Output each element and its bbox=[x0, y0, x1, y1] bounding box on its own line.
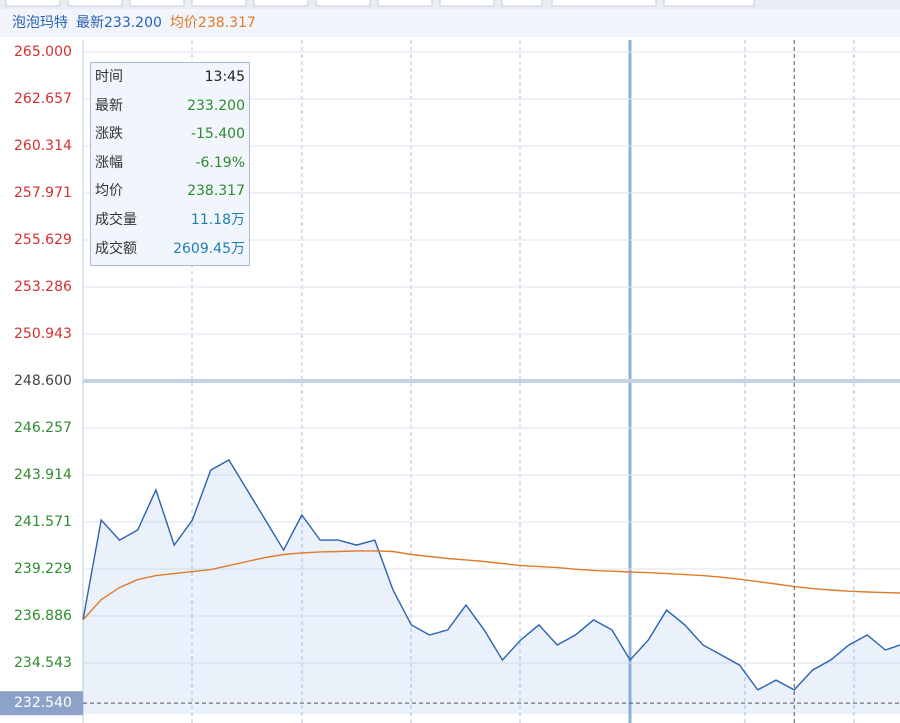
y-tick-label: 250.943 bbox=[14, 326, 72, 342]
tooltip-row: 涨幅 -6.19% bbox=[91, 149, 249, 178]
tooltip: 时间 13:45 最新 233.200 涨跌 -15.400 涨幅 -6.19% 均价 238.3… bbox=[90, 62, 250, 266]
legend-average: 均价238.317 bbox=[170, 15, 256, 31]
tooltip-label: 时间 bbox=[95, 69, 123, 85]
y-tick-label: 262.657 bbox=[14, 91, 72, 107]
tooltip-row: 成交量 11.18万 bbox=[91, 206, 249, 235]
price-area bbox=[83, 460, 900, 714]
tooltip-value: 11.18万 bbox=[190, 211, 245, 228]
plot: 265.000 262.657 260.314 257.971 255.629 253.2… bbox=[0, 40, 900, 723]
series-line bbox=[82, 550, 900, 621]
tooltip-value: -6.19% bbox=[195, 154, 245, 171]
y-tick-label: 260.314 bbox=[14, 138, 72, 154]
toolbar-buttons bbox=[5, 0, 755, 7]
y-tick-label: 239.229 bbox=[14, 561, 72, 577]
y-tick-label: 241.571 bbox=[14, 514, 72, 530]
tooltip-label: 均价 bbox=[95, 183, 123, 200]
tooltip-row: 最新 233.200 bbox=[91, 92, 249, 121]
button[interactable] bbox=[663, 0, 755, 7]
y-tick-label: 257.971 bbox=[14, 185, 72, 201]
y-tick-label: 246.257 bbox=[14, 420, 72, 436]
legend-label: 均价 bbox=[169, 15, 198, 31]
series-line bbox=[82, 459, 900, 691]
button[interactable] bbox=[67, 0, 123, 7]
cursor-label-box bbox=[0, 691, 83, 716]
tooltip-label: 涨幅 bbox=[95, 154, 123, 171]
y-tick-label: 236.886 bbox=[14, 608, 72, 624]
legend-value: 238.317 bbox=[197, 15, 256, 31]
button[interactable] bbox=[315, 0, 371, 7]
legend-value: 233.200 bbox=[104, 15, 162, 31]
legend-latest: 最新233.200 bbox=[76, 15, 162, 31]
tooltip-row: 时间 13:45 bbox=[91, 63, 249, 92]
tooltip-label: 最新 bbox=[95, 97, 123, 114]
tooltip-value: -15.400 bbox=[190, 126, 245, 143]
tooltip-row: 涨跌 -15.400 bbox=[91, 120, 249, 149]
button[interactable] bbox=[253, 0, 309, 7]
tooltip-value: 2609.45万 bbox=[173, 240, 245, 257]
button[interactable] bbox=[191, 0, 247, 7]
cursor-label: 232.540 bbox=[14, 695, 72, 711]
y-tick-label: 243.914 bbox=[14, 467, 72, 483]
tooltip-label: 成交量 bbox=[95, 211, 137, 228]
tooltip-label: 涨跌 bbox=[95, 126, 123, 143]
tooltip-row: 均价 238.317 bbox=[91, 177, 249, 206]
button[interactable] bbox=[5, 0, 61, 7]
button[interactable] bbox=[439, 0, 495, 7]
tooltip-value: 233.200 bbox=[187, 97, 245, 114]
tooltip-value: 238.317 bbox=[187, 183, 245, 200]
button[interactable] bbox=[129, 0, 185, 7]
y-tick-label: 265.000 bbox=[14, 44, 72, 60]
y-tick-label: 248.600 bbox=[14, 373, 72, 389]
tooltip-value: 13:45 bbox=[204, 69, 245, 85]
button[interactable] bbox=[377, 0, 433, 7]
tooltip-label: 成交额 bbox=[95, 240, 137, 257]
tooltip-row: 成交额 2609.45万 bbox=[91, 235, 249, 264]
y-tick-label: 255.629 bbox=[14, 232, 72, 248]
stock-name: 泡泡玛特 bbox=[12, 15, 68, 31]
header: 泡泡玛特 最新233.200 均价238.317 bbox=[12, 12, 264, 32]
button[interactable] bbox=[501, 0, 543, 7]
y-tick-label: 234.543 bbox=[14, 655, 72, 671]
y-tick-label: 253.286 bbox=[14, 279, 72, 295]
button[interactable] bbox=[551, 0, 657, 7]
header-bar bbox=[0, 9, 900, 37]
legend-label: 最新 bbox=[76, 15, 104, 31]
